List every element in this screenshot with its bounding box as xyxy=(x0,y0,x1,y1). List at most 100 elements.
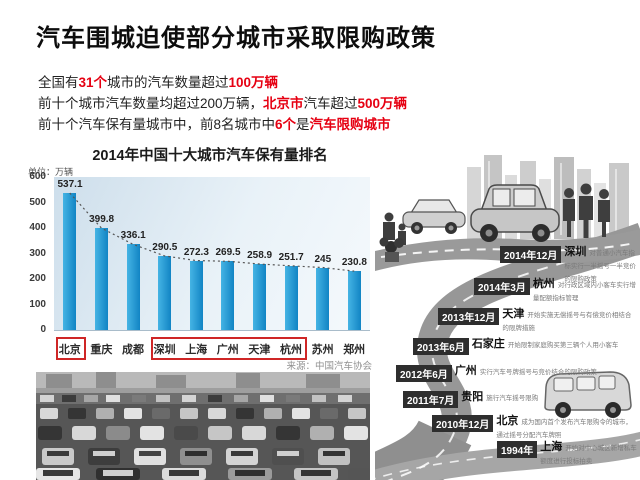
timeline-city: 北京 xyxy=(496,415,519,427)
x-category-label: 苏州 xyxy=(311,344,334,356)
timeline-date-badge: 2013年12月 xyxy=(438,308,500,325)
timeline-entry: 2014年12月 深圳 对普通小汽车指标实行一半摇号一半竞价的限购政策 xyxy=(500,246,637,285)
chart-unit-label: 单位：万辆 xyxy=(28,167,74,177)
bar-value-label: 399.8 xyxy=(89,214,115,226)
timeline-entry-body: 天津 开始实施无偿摇号与有偿竞价相结合的限牌措施 xyxy=(502,308,637,334)
y-tick-label: 600 xyxy=(29,171,46,182)
timeline-city: 深圳 xyxy=(564,246,587,258)
timeline-desc: 开始对中心城区新增私车额度进行投标拍卖 xyxy=(540,445,637,465)
timeline-entry-body: 贵阳 施行汽车摇号限购 xyxy=(461,391,637,404)
timeline-desc: 实行汽车号牌摇号与竞价结合的限购政策 xyxy=(479,369,597,376)
chart-bar xyxy=(284,265,298,330)
intro-text: 全国有31个城市的汽车数量超过100万辆前十个城市汽车数量均超过200万辆，北京… xyxy=(38,72,418,135)
timeline-entry: 2014年3月 杭州 对行政区域内小客车实行增量配额指标管理 xyxy=(474,278,637,304)
traffic-photo xyxy=(36,372,370,480)
chart-x-labels: 北京 重庆 成都 深圳 上海 广州 天津 杭州 苏州 郑州 xyxy=(54,337,370,361)
chart-source: 来源：中国汽车协会 xyxy=(286,361,372,372)
timeline-date-badge: 1994年 xyxy=(497,441,538,458)
bar-value-label: 336.1 xyxy=(120,230,146,242)
minivan xyxy=(544,371,632,418)
intro-segment: 前十个城市汽车数量均超过200万辆， xyxy=(38,96,264,111)
small-car xyxy=(402,199,466,234)
chart-y-axis: 0 100 200 300 400 500 600 xyxy=(22,171,50,335)
timeline-city: 天津 xyxy=(502,308,525,320)
chart-bar xyxy=(252,263,266,330)
plant xyxy=(379,237,404,262)
timeline-city: 石家庄 xyxy=(471,338,505,350)
timeline-entry-body: 北京 成为国内首个发布汽车限购令的城市，通过摇号分配汽车牌照 xyxy=(496,415,637,441)
intro-segment: 汽车超过 xyxy=(303,96,358,111)
y-tick-label: 400 xyxy=(29,222,46,233)
y-tick-label: 200 xyxy=(29,273,46,284)
timeline-desc: 开始限制家庭购买第三辆个人用小客车 xyxy=(507,342,619,349)
timeline-entry-body: 深圳 对普通小汽车指标实行一半摇号一半竞价的限购政策 xyxy=(564,246,637,285)
y-tick-label: 300 xyxy=(29,247,46,259)
timeline-entry: 1994年 上海 开始对中心城区新增私车额度进行投标拍卖 xyxy=(497,441,637,467)
timeline: 2014年12月 深圳 对普通小汽车指标实行一半摇号一半竞价的限购政策 2014年3月… xyxy=(375,155,640,480)
intro-segment: 100万辆 xyxy=(228,75,279,90)
x-category-label: 北京 xyxy=(58,344,81,356)
intro-segment: 北京市 xyxy=(263,96,304,111)
timeline-city: 上海 xyxy=(540,441,563,453)
timeline-date-badge: 2014年12月 xyxy=(500,246,562,263)
timeline-entry: 2010年12月 北京 成为国内首个发布汽车限购令的城市，通过摇号分配汽车牌照 xyxy=(432,415,637,441)
timeline-entry: 2013年6月 石家庄 开始限制家庭购买第三辆个人用小客车 xyxy=(413,338,637,355)
bar-value-label: 230.8 xyxy=(341,257,367,269)
y-tick-label: 100 xyxy=(29,298,46,310)
chart-bar xyxy=(94,228,108,330)
chart-bar xyxy=(126,244,140,330)
y-tick-label: 0 xyxy=(40,324,46,335)
timeline-entry-body: 上海 开始对中心城区新增私车额度进行投标拍卖 xyxy=(540,441,637,467)
timeline-city: 杭州 xyxy=(532,278,555,290)
timeline-date-badge: 2014年3月 xyxy=(474,278,530,295)
chart-bar xyxy=(189,260,203,330)
chart-bar xyxy=(221,261,235,330)
intro-segment: 汽车限购城市 xyxy=(309,117,391,132)
timeline-entry-body: 杭州 对行政区域内小客车实行增量配额指标管理 xyxy=(533,278,637,304)
timeline-entry: 2013年12月 天津 开始实施无偿摇号与有偿竞价相结合的限牌措施 xyxy=(438,308,637,334)
main-car xyxy=(470,184,560,242)
intro-segment: 是 xyxy=(296,117,310,132)
bar-value-label: 537.1 xyxy=(57,179,83,191)
overpass-cars xyxy=(40,395,352,402)
x-category-label: 杭州 xyxy=(279,344,302,356)
timeline-city: 广州 xyxy=(454,365,477,377)
timeline-entry-body: 石家庄 开始限制家庭购买第三辆个人用小客车 xyxy=(472,338,637,351)
timeline-entry: 2011年7月 贵阳 施行汽车摇号限购 xyxy=(403,391,637,408)
x-category-label: 深圳 xyxy=(153,344,176,356)
intro-line: 全国有31个城市的汽车数量超过100万辆 xyxy=(38,72,418,93)
chart-bar xyxy=(63,193,77,330)
traffic-rows xyxy=(36,408,370,480)
chart-plot: 537.1 399.8 336.1 290.5 272.3 269.5 258.9 251.7… xyxy=(54,177,370,331)
timeline-desc: 对普通小汽车指标实行一半摇号一半竞价的限购政策 xyxy=(564,250,636,283)
timeline-entry: 2012年6月 广州 实行汽车号牌摇号与竞价结合的限购政策 xyxy=(396,365,637,382)
intro-segment: 31个 xyxy=(78,75,108,90)
timeline-desc: 成为国内首个发布汽车限购令的城市，通过摇号分配汽车牌照 xyxy=(496,419,632,439)
timeline-desc: 开始实施无偿摇号与有偿竞价相结合的限牌措施 xyxy=(502,312,632,332)
x-category-label: 成都 xyxy=(121,344,144,356)
intro-line: 前十个汽车保有量城市中，前8名城市中6个是汽车限购城市 xyxy=(38,114,418,135)
timeline-date-badge: 2013年6月 xyxy=(413,338,469,355)
chart-bar xyxy=(347,271,361,330)
y-tick-label: 500 xyxy=(29,196,46,208)
x-category-label: 重庆 xyxy=(90,344,113,356)
chart-bar xyxy=(316,267,330,330)
x-category-label: 广州 xyxy=(216,344,239,356)
timeline-city: 贵阳 xyxy=(461,391,484,403)
timeline-entry-body: 广州 实行汽车号牌摇号与竞价结合的限购政策 xyxy=(455,365,637,378)
timeline-date-badge: 2011年7月 xyxy=(403,391,459,408)
x-category-label: 郑州 xyxy=(343,344,366,356)
x-category-label: 上海 xyxy=(185,344,208,356)
timeline-date-badge: 2012年6月 xyxy=(396,365,452,382)
intro-segment: 500万辆 xyxy=(357,96,408,111)
page-title: 汽车围城迫使部分城市采取限购政策 xyxy=(36,25,436,52)
timeline-desc: 施行汽车摇号限购 xyxy=(486,395,539,402)
restricted-cities-group-box xyxy=(150,337,307,360)
chart-title: 2014年中国十大城市汽车保有量排名 xyxy=(92,148,328,164)
x-category-label: 天津 xyxy=(248,344,271,356)
timeline-date-badge: 2010年12月 xyxy=(432,415,494,432)
chart-bar xyxy=(158,255,172,330)
right-illustration xyxy=(375,155,640,480)
intro-segment: 全国有 xyxy=(38,75,79,90)
